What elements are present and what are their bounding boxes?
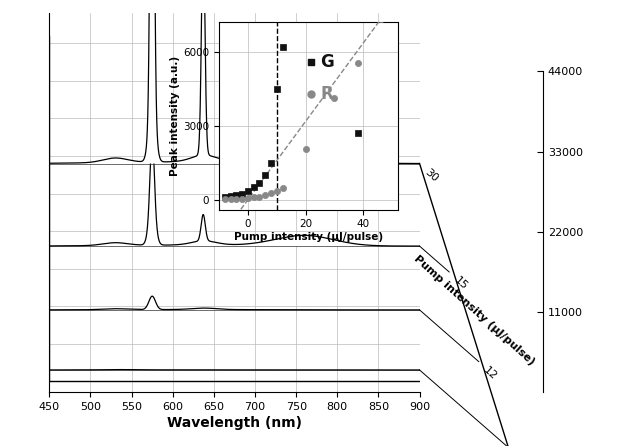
Point <box>278 43 288 50</box>
Text: 15: 15 <box>452 276 470 292</box>
Point <box>266 159 276 166</box>
Point <box>272 85 282 92</box>
Text: Pump intensity (μJ/pulse): Pump intensity (μJ/pulse) <box>412 254 536 367</box>
Point <box>231 191 241 198</box>
Point <box>237 190 247 197</box>
Text: 12: 12 <box>482 365 499 382</box>
Point <box>243 194 253 202</box>
Point <box>237 195 247 202</box>
Point <box>226 195 236 202</box>
Point <box>266 190 276 197</box>
X-axis label: Pump intensity (μJ/pulse): Pump intensity (μJ/pulse) <box>234 232 383 242</box>
Point <box>307 58 317 65</box>
Point <box>254 193 264 200</box>
Point <box>329 94 339 101</box>
Point <box>231 195 241 202</box>
Point <box>353 59 363 66</box>
Point <box>376 16 386 23</box>
Point <box>220 194 230 201</box>
Point <box>260 192 270 199</box>
Point <box>220 196 230 203</box>
Point <box>278 185 288 192</box>
Point <box>249 194 259 201</box>
Text: G: G <box>320 53 334 71</box>
Point <box>300 145 310 153</box>
Point <box>353 130 363 137</box>
Text: 30: 30 <box>423 167 440 184</box>
Point <box>254 179 264 186</box>
Point <box>260 172 270 179</box>
Point <box>226 193 236 200</box>
Point <box>307 90 317 97</box>
X-axis label: Wavelength (nm): Wavelength (nm) <box>167 417 302 430</box>
Text: R: R <box>320 85 333 103</box>
Point <box>243 188 253 195</box>
Point <box>249 184 259 191</box>
Point <box>272 188 282 195</box>
Y-axis label: Peak intensity (a.u.): Peak intensity (a.u.) <box>170 56 180 176</box>
